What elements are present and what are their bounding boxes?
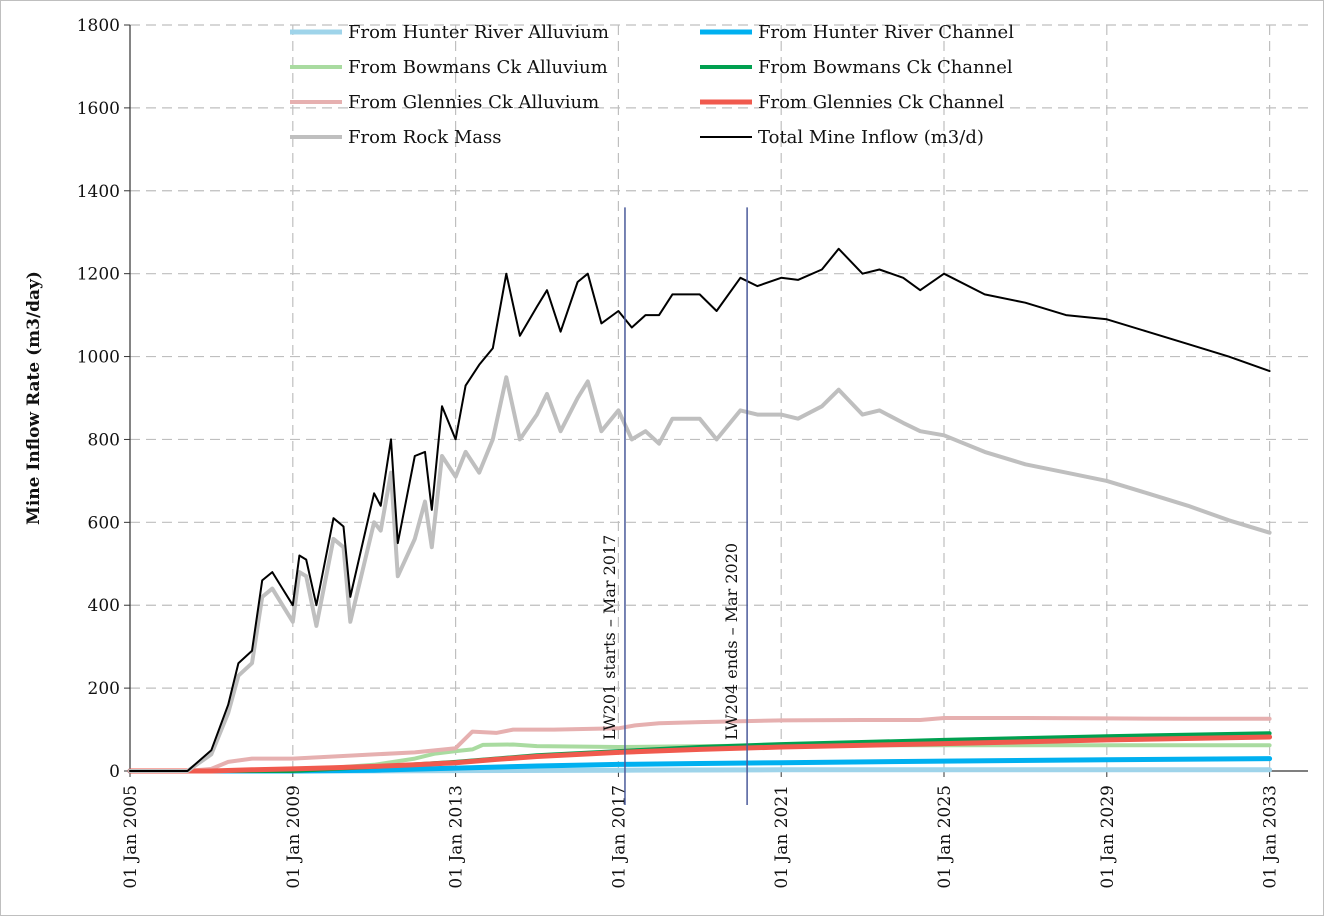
legend-item: From Glennies Ck Alluvium [290,92,599,113]
legend-item: From Bowmans Ck Alluvium [290,57,608,78]
series-line-total-mine-inflow-m3-d [129,247,1271,772]
legend-item: Total Mine Inflow (m3/d) [700,127,984,148]
x-tick-label: 01 Jan 2013 [447,785,467,889]
legend-item: From Hunter River Alluvium [290,22,609,43]
annotation-label: LW201 starts – Mar 2017 [600,535,619,740]
y-tick-label: 800 [88,430,120,450]
series-line-from-hunter-river-channel [127,756,1273,774]
legend-item: From Hunter River Channel [700,22,1014,43]
legend-label: From Hunter River Alluvium [348,22,609,43]
legend-label: From Bowmans Ck Alluvium [348,57,608,78]
x-tick-label: 01 Jan 2017 [609,785,629,889]
y-tick-label: 1800 [77,16,120,36]
legend-label: Total Mine Inflow (m3/d) [758,127,984,148]
legend-label: From Hunter River Channel [758,22,1014,43]
y-tick-label: 200 [88,679,120,699]
annotation-label: LW204 ends – Mar 2020 [722,543,741,740]
y-axis-title: Mine Inflow Rate (m3/day) [24,271,44,525]
y-tick-label: 1600 [77,99,120,119]
series-line-from-glennies-ck-alluvium [128,716,1272,773]
y-tick-label: 600 [88,513,120,533]
x-tick-label: 01 Jan 2021 [772,785,792,889]
grid-layer [130,24,1308,771]
legend-label: From Bowmans Ck Channel [758,57,1013,78]
y-tick-label: 0 [109,762,120,782]
x-tick-label: 01 Jan 2005 [121,785,141,889]
y-tick-label: 1000 [77,348,120,368]
legend-item: From Glennies Ck Channel [700,92,1004,113]
series-layer [127,247,1273,774]
legend: From Hunter River Alluvium From Hunter Ri… [290,22,1014,148]
legend-item: From Rock Mass [290,127,501,148]
x-tick-label: 01 Jan 2033 [1261,785,1281,889]
y-tick-label: 1200 [77,265,120,285]
annotations-layer: LW201 starts – Mar 2017 LW204 ends – Mar … [600,207,748,805]
legend-label: From Rock Mass [348,127,501,148]
y-tick-label: 400 [88,596,120,616]
x-tick-label: 01 Jan 2009 [284,785,304,889]
y-tick-label: 1400 [77,182,120,202]
legend-item: From Bowmans Ck Channel [700,57,1013,78]
legend-label: From Glennies Ck Channel [758,92,1004,113]
x-tick-label: 01 Jan 2029 [1098,785,1118,889]
series-line-from-glennies-ck-channel [127,734,1273,774]
x-tick-label: 01 Jan 2025 [935,785,955,889]
series-line-from-rock-mass [128,375,1272,773]
legend-label: From Glennies Ck Alluvium [348,92,599,113]
